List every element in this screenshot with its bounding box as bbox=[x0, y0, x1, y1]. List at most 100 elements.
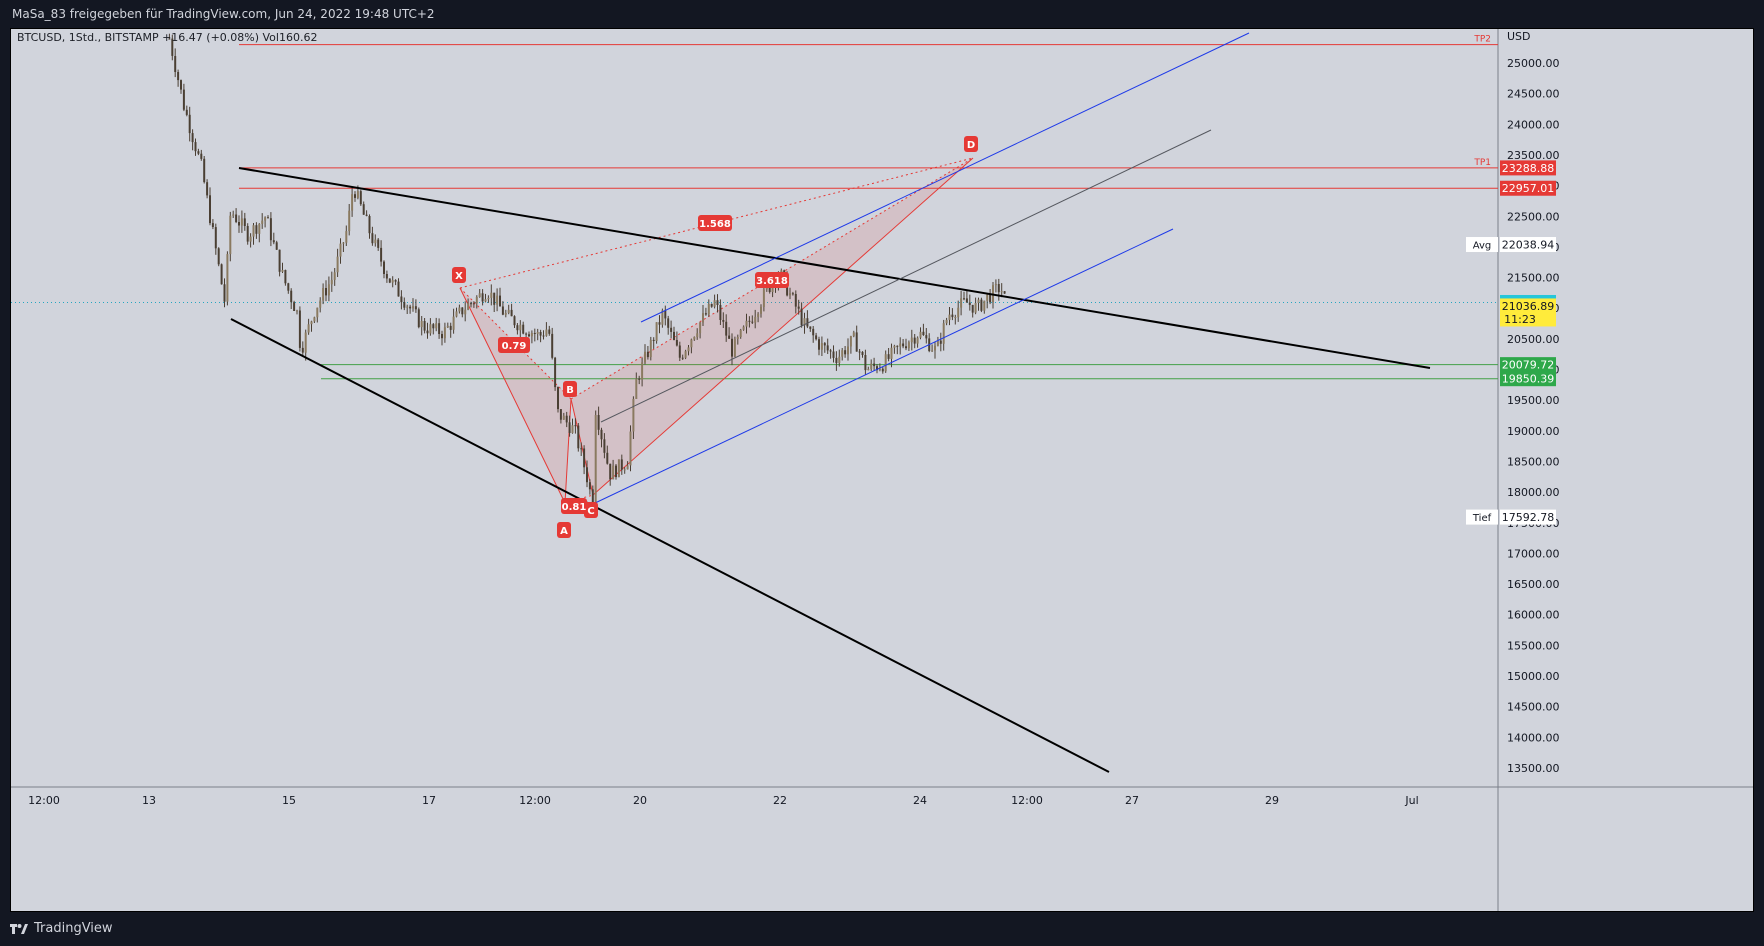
candle-body bbox=[304, 332, 307, 353]
candle-body bbox=[383, 261, 385, 274]
countdown-label: 11:23 bbox=[1504, 313, 1536, 326]
candle-body bbox=[406, 306, 409, 308]
candle-body bbox=[284, 270, 287, 284]
candle-body bbox=[554, 357, 557, 388]
candle-body bbox=[487, 297, 490, 300]
candle-body bbox=[211, 223, 214, 227]
candle-body bbox=[412, 306, 414, 309]
candle-body bbox=[525, 333, 528, 335]
price-label-box bbox=[1500, 237, 1556, 253]
candle-body bbox=[400, 296, 403, 303]
candle-body bbox=[812, 328, 815, 336]
price-tag-label: Tief bbox=[1472, 513, 1492, 524]
candle-body bbox=[968, 302, 971, 305]
candle-body bbox=[496, 295, 499, 305]
plot-area[interactable] bbox=[11, 29, 1498, 787]
ratio-xd-label: 1.568 bbox=[699, 219, 731, 230]
candle-body bbox=[681, 357, 684, 359]
price-label-box bbox=[1500, 509, 1556, 525]
candle-body bbox=[467, 303, 470, 310]
x-tick-label: 13 bbox=[142, 794, 156, 807]
candle-body bbox=[635, 378, 638, 399]
point-d-label: D bbox=[967, 140, 975, 151]
price-label: 19850.39 bbox=[1502, 373, 1555, 386]
candle-body bbox=[588, 482, 591, 490]
candle-body bbox=[368, 216, 371, 234]
brand-logo[interactable]: TradingView bbox=[10, 921, 113, 936]
price-tag-box bbox=[1466, 237, 1498, 253]
point-d-label-box bbox=[964, 136, 978, 152]
candle-body bbox=[470, 303, 472, 305]
candle-body bbox=[365, 214, 368, 216]
candle-body bbox=[548, 329, 551, 334]
pattern-fill-bcd bbox=[571, 158, 973, 495]
candle-body bbox=[980, 299, 983, 311]
ratio-xd-label-box bbox=[698, 215, 732, 231]
candle-body bbox=[258, 223, 261, 234]
y-tick-label: 24000.00 bbox=[1507, 118, 1560, 131]
candle-body bbox=[945, 319, 948, 324]
price-label: 22957.01 bbox=[1502, 182, 1555, 195]
candle-body bbox=[301, 347, 304, 353]
candle-body bbox=[565, 415, 568, 423]
price-label-box bbox=[1500, 298, 1556, 327]
candle-body bbox=[293, 302, 296, 311]
candle-body bbox=[728, 335, 731, 339]
y-tick-label: 18500.00 bbox=[1507, 456, 1560, 469]
candle-body bbox=[380, 247, 383, 262]
candle-body bbox=[594, 415, 597, 503]
candle-body bbox=[751, 321, 754, 323]
candle-body bbox=[287, 283, 290, 291]
candle-body bbox=[878, 368, 881, 371]
point-a-label-box bbox=[557, 522, 571, 538]
candle-body bbox=[684, 351, 687, 358]
price-label-box bbox=[1500, 357, 1556, 373]
candle-body bbox=[864, 355, 867, 371]
candle-body bbox=[858, 351, 861, 353]
symbol-legend: BTCUSD, 1Std., BITSTAMP +16.47 (+0.08%) … bbox=[17, 31, 317, 44]
chart-panel[interactable]: TP2 TP1 X A B C D 1.568 0.79 0.81 3.618 BTCUSD, 1… bbox=[10, 28, 1754, 912]
candle-body bbox=[847, 346, 849, 355]
candle-body bbox=[443, 327, 446, 339]
candle-body bbox=[296, 310, 298, 312]
candle-body bbox=[678, 345, 681, 358]
candle-body bbox=[652, 339, 655, 341]
x-tick-label: 12:00 bbox=[519, 794, 551, 807]
candle-body bbox=[409, 306, 412, 309]
candle-body bbox=[702, 313, 704, 323]
candle-body bbox=[432, 324, 435, 329]
candle-body bbox=[336, 256, 339, 273]
ratio-bd-label-box bbox=[755, 272, 789, 288]
candle-body bbox=[673, 331, 675, 340]
candle-body bbox=[742, 326, 745, 330]
candle-body bbox=[649, 339, 652, 358]
candle-body bbox=[345, 231, 348, 243]
candle-body bbox=[194, 142, 197, 152]
x-tick-label: 12:00 bbox=[1011, 794, 1043, 807]
candle-body bbox=[820, 343, 823, 350]
y-tick-label: 19000.00 bbox=[1507, 425, 1560, 438]
x-tick-label: 12:00 bbox=[28, 794, 60, 807]
candle-body bbox=[989, 294, 992, 303]
ratio-xb-label-box bbox=[498, 337, 530, 353]
price-label: 17592.78 bbox=[1502, 511, 1555, 524]
ratio-xb-label: 0.79 bbox=[502, 341, 527, 352]
candle-body bbox=[377, 239, 380, 248]
y-tick-label: 16000.00 bbox=[1507, 609, 1560, 622]
x-tick-label: 20 bbox=[633, 794, 647, 807]
candle-body bbox=[977, 299, 980, 303]
candle-body bbox=[745, 320, 748, 327]
candle-body bbox=[475, 297, 478, 304]
candle-body bbox=[620, 459, 623, 470]
point-x-label-box bbox=[452, 267, 466, 283]
candle-body bbox=[905, 346, 907, 349]
y-tick-label: 16500.00 bbox=[1507, 578, 1560, 591]
candle-body bbox=[438, 323, 441, 334]
price-label: 21036.89 bbox=[1502, 300, 1555, 313]
lower-wedge-line bbox=[230, 318, 1110, 773]
price-chart[interactable]: TP2 TP1 X A B C D 1.568 0.79 0.81 3.618 BTCUSD, 1… bbox=[11, 29, 1754, 912]
candle-body bbox=[182, 89, 185, 110]
candle-body bbox=[910, 337, 913, 343]
pattern-ratio-line bbox=[570, 157, 974, 400]
candle-body bbox=[371, 233, 374, 244]
